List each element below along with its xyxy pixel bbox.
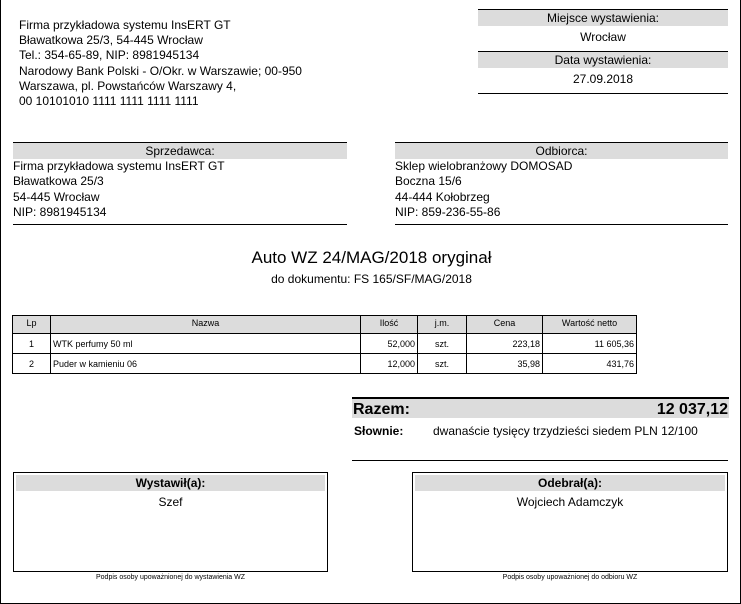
seller-line: NIP: 8981945134	[13, 204, 107, 219]
seller-line: 54-445 Wrocław	[13, 189, 100, 204]
col-qty: Ilość	[360, 315, 418, 334]
issuer-line: Firma przykładowa systemu InsERT GT	[19, 18, 231, 32]
seller-line: Bławatkowa 25/3	[13, 174, 104, 189]
issuer-line: 00 10101010 1111 1111 1111 1111	[19, 94, 199, 109]
issuer-block: Firma przykładowa systemu InsERT GT Bław…	[19, 18, 302, 109]
cell-unit: szt.	[417, 333, 467, 354]
seller-label: Sprzedawca:	[13, 142, 347, 159]
seller-line: Firma przykładowa systemu InsERT GT	[13, 159, 225, 173]
buyer-block: Odbiorca: Sklep wielobranżowy DOMOSAD Bo…	[395, 142, 728, 225]
col-lp: Lp	[12, 315, 51, 334]
cell-price: 35,98	[466, 353, 543, 374]
total-value: 12 037,12	[656, 401, 728, 418]
items-table: Lp Nazwa Ilość j.m. Cena Wartość netto 1…	[12, 315, 637, 374]
table-row: 2 Puder w kamieniu 06 12,000 szt. 35,98 …	[12, 353, 637, 374]
receiver-signature-name: Wojciech Adamczyk	[516, 495, 624, 509]
date-label: Data wystawienia:	[478, 51, 728, 68]
buyer-line: 44-444 Kołobrzeg	[395, 189, 490, 204]
issuer-line: Tel.: 354-65-89, NIP: 8981945134	[19, 48, 200, 63]
cell-lp: 2	[12, 353, 51, 374]
issuer-signature-box: Wystawił(a): Szef	[13, 472, 328, 572]
issue-info: Miejsce wystawienia: Wrocław Data wystaw…	[478, 9, 728, 94]
cell-unit: szt.	[417, 353, 467, 374]
buyer-line: Sklep wielobranżowy DOMOSAD	[395, 159, 573, 173]
document-subtitle: do dokumentu: FS 165/SF/MAG/2018	[271, 272, 472, 286]
seller-block: Sprzedawca: Firma przykładowa systemu In…	[13, 142, 347, 225]
table-row: 1 WTK perfumy 50 ml 52,000 szt. 223,18 1…	[12, 333, 637, 354]
words-label: Słownie:	[354, 424, 404, 438]
cell-lp: 1	[12, 333, 51, 354]
issuer-line: Narodowy Bank Polski - O/Okr. w Warszawi…	[19, 63, 302, 78]
cell-qty: 52,000	[360, 333, 418, 354]
cell-value: 11 605,36	[542, 333, 637, 354]
divider	[352, 460, 728, 461]
table-header-row: Lp Nazwa Ilość j.m. Cena Wartość netto	[12, 315, 637, 334]
receiver-signature-caption: Podpis osoby upoważnionej do odbioru WZ	[502, 574, 638, 581]
buyer-line: Boczna 15/6	[395, 174, 462, 189]
col-price: Cena	[466, 315, 543, 334]
cell-qty: 12,000	[360, 353, 418, 374]
col-unit: j.m.	[417, 315, 467, 334]
total-row: Razem: 12 037,12	[352, 397, 729, 418]
receiver-signature-box: Odebrał(a): Wojciech Adamczyk	[412, 472, 728, 572]
col-value: Wartość netto	[542, 315, 637, 334]
issuer-signature-name: Szef	[158, 495, 183, 509]
cell-name: WTK perfumy 50 ml	[50, 333, 361, 354]
words-value: dwanaście tysięcy trzydzieści siedem PLN…	[433, 424, 698, 438]
buyer-label: Odbiorca:	[395, 142, 728, 159]
place-label: Miejsce wystawienia:	[478, 9, 728, 26]
place-value: Wrocław	[580, 30, 626, 44]
issuer-signature-caption: Podpis osoby upoważnionej do wystawienia…	[95, 574, 246, 581]
document-title: Auto WZ 24/MAG/2018 oryginał	[251, 248, 492, 267]
issuer-line: Bławatkowa 25/3, 54-445 Wrocław	[19, 33, 203, 48]
buyer-line: NIP: 859-236-55-86	[395, 204, 501, 219]
col-name: Nazwa	[50, 315, 361, 334]
issuer-signature-label: Wystawił(a):	[16, 475, 325, 491]
cell-name: Puder w kamieniu 06	[50, 353, 361, 374]
date-value: 27.09.2018	[572, 72, 634, 86]
cell-value: 431,76	[542, 353, 637, 374]
total-label: Razem:	[353, 401, 410, 418]
cell-price: 223,18	[466, 333, 543, 354]
issuer-line: Warszawa, pl. Powstańców Warszawy 4,	[19, 78, 237, 93]
receiver-signature-label: Odebrał(a):	[415, 475, 725, 491]
